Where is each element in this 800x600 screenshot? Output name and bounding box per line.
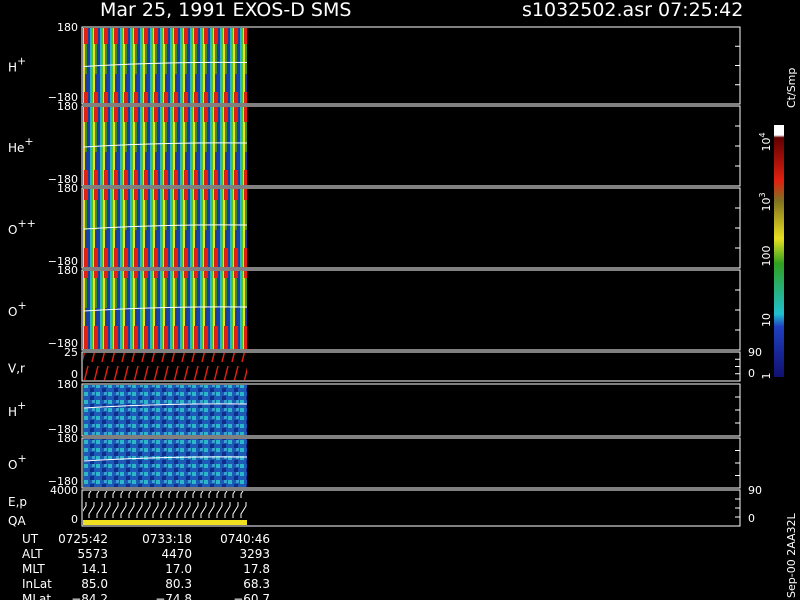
colorbar-base: 10 [760,313,773,327]
time: 07:25:42 [658,0,743,21]
right-top-label: 90 [748,346,762,359]
colorbar-label: 104 [758,132,773,151]
colorbar-unit: Ct/Smp [785,68,798,108]
label-text: E,p [8,495,27,509]
footer-cell: 17.0 [165,562,192,576]
trace-line [83,142,248,148]
panel-label: H+ [8,399,26,419]
panel-label: He+ [8,135,34,155]
top-label: 180 [57,100,78,113]
title: Mar 25, 1991 EXOS-D SMS [100,0,351,21]
top-label: 180 [57,182,78,195]
colorbar-label: 10 [760,313,773,327]
footer-cell: 0740:46 [220,532,270,546]
colorbar-base: 10 [760,138,773,152]
file: s1032502.asr [522,0,652,21]
bottom-label: 0 [71,513,78,526]
right-bottom-label: 0 [748,512,755,525]
label-text: H [8,405,17,419]
footer-cell: MLat [22,592,51,600]
bottom-label: 0 [71,368,78,381]
colorbar-base: 100 [760,246,773,267]
label-sup: + [17,452,26,465]
label-text: V,r [8,362,25,376]
trace-line [83,61,248,67]
colorbar-label: 103 [758,192,773,211]
trace-line [83,403,248,409]
top-label: 180 [57,432,78,445]
bottom-label: −180 [48,255,78,268]
label-text: H [8,61,17,75]
trace-line [83,456,248,462]
footer-cell: 85.0 [81,577,108,591]
panel-data [83,385,247,435]
colorbar-base: 1 [760,373,773,380]
footer-cell: 0733:18 [142,532,192,546]
panel-label: V,r [8,362,25,376]
footer-cell: ALT [22,547,43,561]
label-text: O [8,305,17,319]
footer-cell: UT [22,532,39,546]
trace-line [83,224,248,230]
bottom-label: −180 [48,173,78,186]
colorbar [774,125,784,377]
bottom-label: −180 [48,337,78,350]
panel-label: O++ [8,217,36,237]
label-sup: ++ [17,217,35,230]
footer-cell: −60.7 [233,592,270,600]
panel-label: O+ [8,299,27,319]
label-sup: + [17,399,26,412]
panel-sublabel: QA [8,514,26,528]
label-text: O [8,223,17,237]
label-text: O [8,458,17,472]
footer-cell: 17.8 [243,562,270,576]
footer-note: Sep-00 2AA32L [785,512,798,598]
footer-cell: 68.3 [243,577,270,591]
top-label: 180 [57,264,78,277]
footer-cell: 0725:42 [58,532,108,546]
colorbar-sup: 4 [758,132,767,137]
panel-label: O+ [8,452,27,472]
top-label: 180 [57,21,78,34]
footer-cell: 5573 [77,547,108,561]
footer-cell: 4470 [161,547,192,561]
label-sup: + [17,299,26,312]
panel-data [83,353,247,380]
panel-data [83,491,247,525]
colorbar-label: 100 [760,246,773,267]
top-label: 25 [64,346,78,359]
bottom-label: −180 [48,475,78,488]
panel-label: H+ [8,55,26,75]
label-sup: + [24,135,33,148]
top-label: 180 [57,378,78,391]
footer-cell: 80.3 [165,577,192,591]
footer-cell: 14.1 [81,562,108,576]
bottom-label: −180 [48,423,78,436]
panel-data [83,439,247,487]
footer-cell: 3293 [239,547,270,561]
right-top-label: 90 [748,484,762,497]
label-text: He [8,141,24,155]
colorbar-sup: 3 [758,192,767,197]
footer-cell: −84.2 [71,592,108,600]
trace-line [83,306,248,312]
colorbar-base: 10 [760,198,773,212]
label-sup: + [17,55,26,68]
footer-cell: MLT [22,562,45,576]
colorbar-label: 1 [760,373,773,380]
qa-bar [83,520,247,525]
bottom-label: −180 [48,91,78,104]
footer-cell: InLat [22,577,52,591]
right-bottom-label: 0 [748,367,755,380]
footer-cell: −74.8 [155,592,192,600]
panel-label: E,p [8,495,27,509]
top-label: 4000 [50,484,78,497]
